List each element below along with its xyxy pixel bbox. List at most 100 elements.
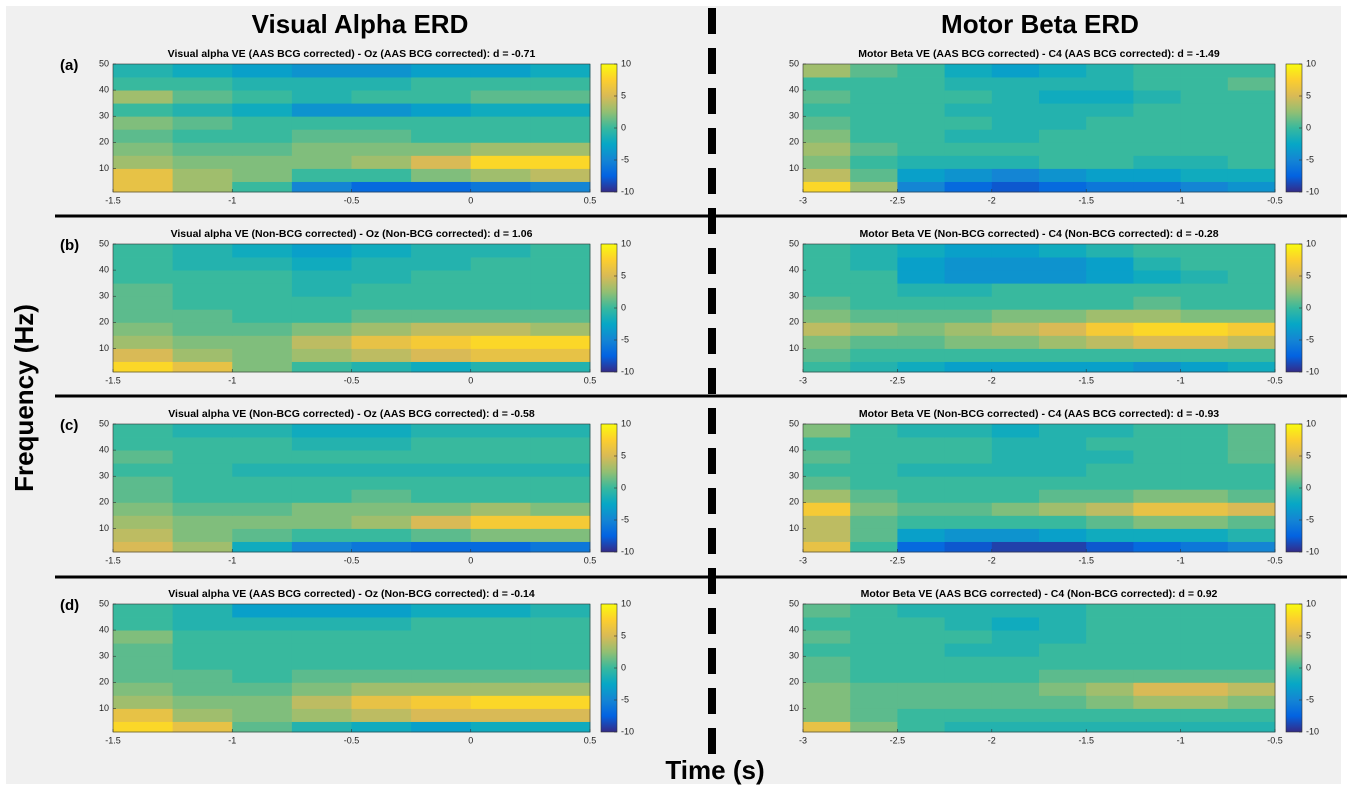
heatmap-cell <box>1180 77 1229 91</box>
heatmap-cell <box>291 257 352 271</box>
y-tick-label: 20 <box>99 137 109 147</box>
heatmap-cell <box>1039 335 1087 349</box>
heatmap-cell <box>850 335 898 349</box>
heatmap-cell <box>232 244 293 258</box>
heatmap-cell <box>113 502 174 516</box>
heatmap-cell <box>411 103 472 117</box>
heatmap-cell <box>470 64 531 78</box>
x-tick-label: -3 <box>799 555 807 565</box>
heatmap-cell <box>232 643 293 657</box>
heatmap-cell <box>991 322 1040 336</box>
heatmap-cell <box>897 656 945 670</box>
column-title: Visual Alpha ERD <box>252 9 469 39</box>
heatmap-cell <box>1039 643 1087 657</box>
heatmap-cell <box>172 604 233 618</box>
heatmap-cell <box>1180 721 1229 733</box>
heatmap-cell <box>172 695 233 709</box>
heatmap-cell <box>1039 617 1087 631</box>
heatmap-cell <box>113 181 174 193</box>
heatmap-cell <box>172 643 233 657</box>
heatmap-cell <box>351 142 412 156</box>
heatmap-cell <box>291 270 352 284</box>
heatmap-cell <box>291 296 352 310</box>
heatmap-cell <box>172 168 233 182</box>
heatmap-cell <box>1180 643 1229 657</box>
heatmap-cell <box>991 695 1040 709</box>
heatmap-cell <box>944 283 993 297</box>
heatmap-cell <box>1039 502 1087 516</box>
heatmap-cell <box>944 361 993 373</box>
heatmap-cell <box>291 541 352 553</box>
heatmap-cell <box>530 463 591 477</box>
x-tick-label: 0 <box>468 735 473 745</box>
heatmap-cell <box>470 283 531 297</box>
heatmap-cell <box>172 244 233 258</box>
heatmap-cell <box>113 142 174 156</box>
colorbar-tick-label: -5 <box>621 334 629 344</box>
heatmap-cell <box>411 296 472 310</box>
x-tick-label: 0.5 <box>584 735 597 745</box>
y-tick-label: 50 <box>99 238 109 248</box>
heatmap-cell <box>944 296 993 310</box>
heatmap-cell <box>1227 270 1276 284</box>
colorbar-tick-label: 0 <box>1306 662 1311 672</box>
heatmap-cell <box>944 541 993 553</box>
y-tick-label: 40 <box>789 264 799 274</box>
heatmap-cell <box>530 181 591 193</box>
heatmap-cell <box>1227 656 1276 670</box>
heatmap-cell <box>1133 142 1181 156</box>
colorbar-tick-label: 10 <box>621 238 631 248</box>
heatmap-cell <box>172 656 233 670</box>
heatmap-cell <box>232 502 293 516</box>
heatmap-cell <box>1180 463 1229 477</box>
heatmap-cell <box>232 424 293 438</box>
y-tick-label: 50 <box>99 598 109 608</box>
heatmap-cell <box>991 656 1040 670</box>
heatmap-cell <box>232 476 293 490</box>
heatmap-cell <box>1180 604 1229 618</box>
heatmap-cell <box>991 348 1040 362</box>
y-tick-label: 40 <box>789 624 799 634</box>
heatmap-cell <box>530 450 591 464</box>
heatmap-cell <box>351 116 412 130</box>
heatmap-cell <box>1180 90 1229 104</box>
heatmap-cell <box>1133 643 1181 657</box>
colorbar-tick-label: -5 <box>1306 514 1314 524</box>
heatmap-cell <box>1086 142 1134 156</box>
heatmap-cell <box>232 348 293 362</box>
heatmap-cell <box>291 617 352 631</box>
y-tick-label: 50 <box>789 598 799 608</box>
heatmap-cell <box>1180 116 1229 130</box>
heatmap-cell <box>113 515 174 529</box>
heatmap-cell <box>991 617 1040 631</box>
heatmap-cell <box>470 257 531 271</box>
heatmap-cell <box>897 155 945 169</box>
heatmap-cell <box>470 129 531 143</box>
heatmap-cell <box>1227 142 1276 156</box>
x-tick-label: -2.5 <box>890 735 906 745</box>
heatmap-cell <box>172 502 233 516</box>
y-tick-label: 20 <box>99 497 109 507</box>
heatmap-cell <box>470 437 531 451</box>
heatmap-cell <box>1086 168 1134 182</box>
heatmap-cell <box>897 244 945 258</box>
heatmap-cell <box>291 335 352 349</box>
heatmap-cell <box>470 309 531 323</box>
heatmap-cell <box>1180 296 1229 310</box>
y-tick-label: 20 <box>789 497 799 507</box>
heatmap-cell <box>291 502 352 516</box>
heatmap-cell <box>411 424 472 438</box>
heatmap-cell <box>803 424 851 438</box>
heatmap-cell <box>803 708 851 722</box>
x-tick-label: -3 <box>799 375 807 385</box>
heatmap-cell <box>172 630 233 644</box>
heatmap-cell <box>897 129 945 143</box>
heatmap-cell <box>1180 322 1229 336</box>
heatmap-cell <box>411 463 472 477</box>
heatmap-cell <box>1086 155 1134 169</box>
heatmap-cell <box>991 424 1040 438</box>
y-tick-label: 40 <box>99 624 109 634</box>
heatmap-cell <box>351 450 412 464</box>
colorbar-tick-label: 5 <box>1306 630 1311 640</box>
heatmap-cell <box>1227 604 1276 618</box>
